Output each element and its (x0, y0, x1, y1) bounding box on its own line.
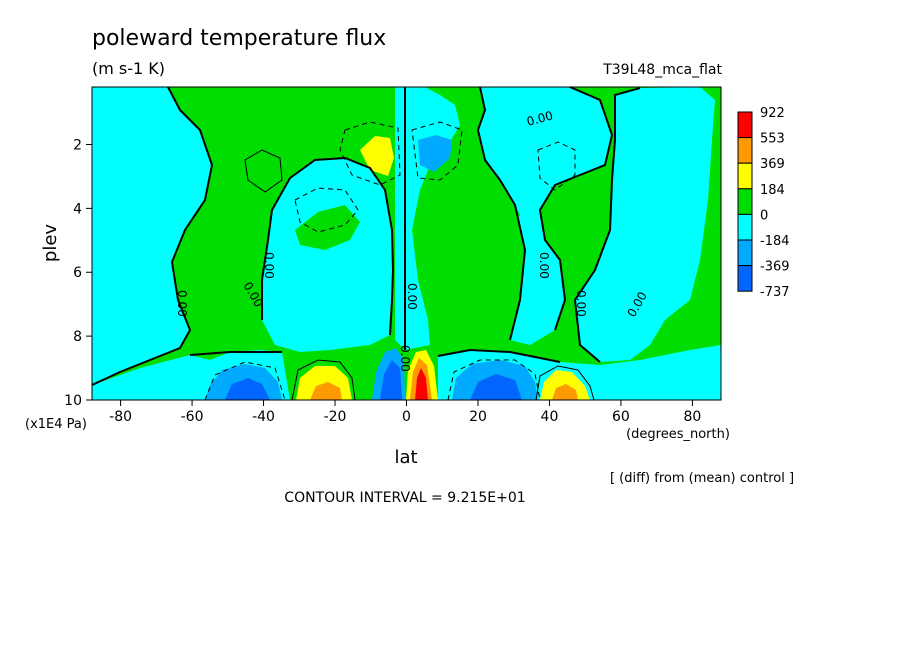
y-axis-label: plev (40, 224, 61, 263)
y-axis-units: (x1E4 Pa) (25, 417, 87, 432)
y-tick-label: 2 (73, 137, 82, 153)
zero-contour-south (91, 86, 214, 386)
colorbar-swatch (737, 213, 753, 241)
region-mid-negative-upper (418, 135, 452, 172)
x-tick-label: -20 (324, 409, 347, 425)
colorbar-level-label: 553 (760, 132, 785, 147)
contour-dashed-upper-north (411, 121, 463, 181)
region-red-equator (415, 368, 428, 400)
x-tick-label: 80 (683, 409, 701, 425)
region-negative-north-top (478, 87, 612, 345)
colorbar-swatch (737, 162, 753, 190)
colorbar: 922 553 369 184 0 -184 -369 -737 (737, 106, 790, 300)
region-orange-south (310, 382, 342, 400)
x-axis: -80 -60 -40 -20 0 20 40 60 80 (109, 400, 701, 425)
zero-label: 0.00 (525, 108, 554, 128)
zero-contour-labels: 0.00 0.00 0.00 0.00 0.00 0.00 0.00 0.00 … (175, 108, 650, 371)
zero-label: 0.00 (537, 252, 551, 279)
contour-dashed-lobe-north (537, 141, 576, 191)
zero-contour-north-mid (538, 86, 614, 331)
contour-dashed-upper-south (339, 121, 401, 186)
region-deep-negative-south (225, 378, 270, 400)
region-negative-center (395, 87, 460, 350)
contour-solid-lower-south (291, 359, 356, 401)
contour-lines (91, 86, 641, 401)
zero-label: 0.00 (262, 252, 276, 279)
colorbar-level-label: -369 (760, 260, 790, 275)
x-tick-label: -80 (109, 409, 132, 425)
region-positive-north-lobe (450, 190, 520, 240)
chart-title: poleward temperature flux (92, 26, 386, 51)
colorbar-level-label: -184 (760, 234, 790, 249)
zero-contour-south-mid (261, 156, 395, 336)
region-yellow-upper (360, 136, 394, 176)
colorbar-level-label: 369 (760, 157, 785, 172)
region-deep-negative-equator (380, 360, 402, 400)
x-tick-label: 40 (541, 409, 559, 425)
colorbar-level-label: -737 (760, 285, 790, 300)
colorbar-swatch (737, 137, 753, 164)
zero-label: 0.00 (574, 290, 588, 317)
zero-contour-northpolar (573, 87, 641, 363)
contour-dashed-lobe-south (294, 187, 359, 233)
x-tick-label: -40 (252, 409, 275, 425)
zero-contour-lower (189, 348, 561, 363)
colorbar-swatch (737, 239, 753, 267)
colorbar-level-label: 922 (760, 106, 785, 121)
colorbar-swatch (737, 188, 753, 215)
region-positive-south-lobe (295, 205, 360, 250)
colorbar-level-label: 0 (760, 208, 768, 223)
y-tick-label: 6 (73, 265, 82, 281)
contour-dashed-lower-north (447, 359, 541, 401)
y-tick-label: 4 (73, 201, 82, 217)
zero-label: 0.00 (405, 283, 419, 310)
colorbar-swatch (737, 111, 753, 139)
x-axis-label: lat (394, 447, 417, 468)
contour-dashed-lower-south (204, 361, 286, 401)
contour-solid-lower-north (535, 365, 595, 401)
y-tick-label: 8 (73, 329, 82, 345)
region-orange-north (552, 384, 578, 400)
zero-label: 0.00 (175, 290, 189, 317)
colorbar-swatch (737, 265, 753, 292)
run-label: T39L48_mca_flat (602, 62, 722, 78)
region-negative-northpolar (575, 87, 715, 362)
contour-solid-lobe-south-polar (244, 149, 283, 193)
region-deep-negative-north (470, 374, 522, 400)
x-tick-label: 0 (402, 409, 411, 425)
x-tick-label: -60 (181, 409, 204, 425)
y-axis: 2 4 6 8 10 (64, 137, 92, 409)
colorbar-level-label: 184 (760, 183, 785, 198)
x-tick-label: 60 (612, 409, 630, 425)
diff-note: [ (diff) from (mean) control ] (610, 471, 794, 486)
zero-contour-north-top (476, 86, 527, 341)
zero-label: 0.00 (398, 345, 412, 372)
x-tick-label: 20 (469, 409, 487, 425)
x-axis-units: (degrees_north) (626, 427, 730, 442)
region-negative-south-mid (262, 158, 393, 352)
chart-units: (m s-1 K) (92, 59, 165, 78)
contour-interval: CONTOUR INTERVAL = 9.215E+01 (284, 490, 525, 506)
y-tick-label: 10 (64, 393, 82, 409)
